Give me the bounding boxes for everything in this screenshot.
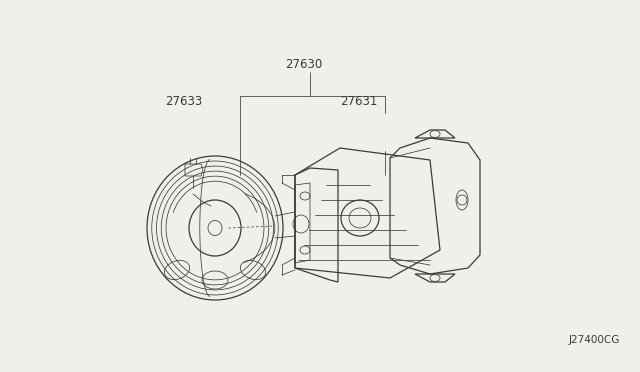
Text: 27631: 27631 [340,95,378,108]
Text: J27400CG: J27400CG [568,335,620,345]
Text: 27633: 27633 [165,95,202,108]
Text: 27630: 27630 [285,58,323,71]
